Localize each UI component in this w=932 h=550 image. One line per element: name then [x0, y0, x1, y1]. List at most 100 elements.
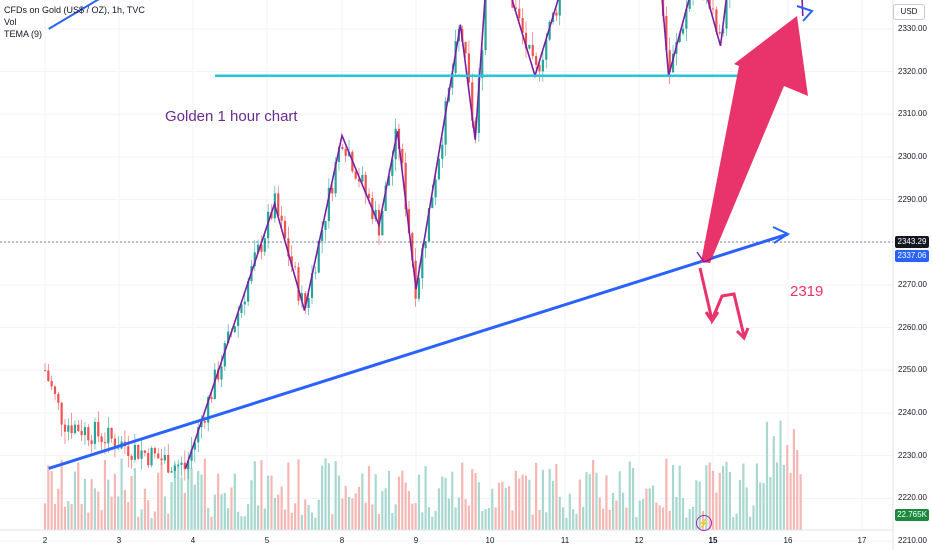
volume-bar [598, 497, 601, 530]
candle-body [253, 252, 256, 267]
volume-bar [147, 500, 150, 530]
candle-body [387, 175, 391, 186]
volume-bar [404, 482, 407, 530]
candle-body [63, 424, 67, 432]
candle-body [384, 185, 387, 211]
price-tick-label: 2300.00 [898, 151, 927, 161]
volume-bar [501, 481, 504, 530]
candle-body [401, 148, 404, 163]
volume-bar [153, 511, 156, 530]
candle-body [548, 21, 551, 40]
volume-bar [732, 517, 735, 530]
volume-bar [464, 499, 467, 530]
volume-bar [782, 464, 785, 530]
volume-bar [708, 462, 711, 530]
price-tick-label: 2270.00 [898, 279, 927, 289]
candle-body [451, 72, 454, 88]
volume-bar [394, 504, 397, 530]
volume-bar [334, 461, 337, 530]
candle-body [83, 427, 87, 436]
volume-bar [107, 479, 110, 530]
volume-bar [391, 512, 394, 530]
candle-body [297, 267, 300, 301]
candle-body [361, 174, 364, 182]
volume-bar [374, 474, 377, 530]
candle-body [367, 193, 371, 199]
candle-body [321, 230, 324, 241]
candle-body [263, 238, 266, 252]
volume-bar [83, 478, 87, 530]
candle-body [344, 148, 347, 156]
time-tick-label: 2 [42, 536, 48, 545]
volume-bar [280, 486, 283, 530]
volume-bar [123, 489, 127, 530]
volume-bar [137, 516, 140, 530]
lightning-icon[interactable]: ⚡ [696, 515, 712, 531]
candle-body [535, 56, 538, 65]
candle-body [213, 369, 216, 399]
volume-bar [665, 458, 668, 530]
volume-bar [474, 472, 477, 530]
annotation-title[interactable]: Golden 1 hour chart [165, 108, 298, 125]
volume-bar [80, 503, 83, 530]
volume-bar [113, 473, 117, 530]
volume-bar [504, 487, 507, 530]
candle-body [167, 454, 170, 473]
volume-bar [776, 462, 779, 530]
volume-bar [675, 497, 678, 530]
candle-body [53, 386, 57, 394]
volume-bar [277, 494, 280, 530]
volume-bar [565, 517, 568, 530]
volume-bar [344, 486, 347, 530]
candle-body [190, 449, 193, 461]
channel-upper-line [48, 0, 100, 30]
candle-body [223, 343, 226, 367]
volume-bar [47, 465, 50, 530]
volume-bar [582, 506, 585, 530]
volume-bar [661, 507, 665, 530]
time-tick-label: 11 [560, 536, 570, 545]
volume-bar [578, 479, 581, 530]
volume-bar [481, 511, 484, 530]
candle-body [437, 158, 441, 180]
channel-upper-arrowhead [796, 5, 814, 22]
candle-body [137, 444, 140, 459]
symbol-title[interactable]: CFDs on Gold (US$ / OZ), 1h, TVC [4, 5, 145, 15]
volume-bar [283, 509, 287, 530]
volume-bar [270, 475, 273, 530]
candle-body [127, 446, 130, 456]
time-tick-label: 12 [634, 536, 644, 545]
volume-bar [217, 473, 220, 530]
volume-bar [524, 475, 528, 530]
candle-body [280, 215, 283, 221]
currency-selector[interactable]: USD [893, 4, 925, 20]
candle-body [290, 256, 293, 267]
candle-body [417, 278, 421, 299]
candle-body [287, 238, 290, 257]
volume-bar [427, 507, 431, 530]
volume-bar [749, 516, 752, 530]
volume-bar [487, 508, 490, 530]
vol-label[interactable]: Vol [4, 17, 17, 27]
volume-bar [535, 462, 538, 530]
drawings[interactable] [48, 0, 905, 470]
candle-body [477, 77, 480, 133]
volume-bar [752, 505, 755, 530]
candle-body [163, 454, 166, 461]
volume-bar [572, 509, 575, 530]
tema-label[interactable]: TEMA (9) [4, 29, 43, 39]
volume-bar [685, 517, 688, 530]
chart-legend: CFDs on Gold (US$ / OZ), 1h, TVC Vol TEM… [4, 4, 145, 40]
candle-body [411, 233, 414, 261]
candle-body [153, 447, 156, 454]
candle-body [681, 28, 685, 34]
volume-bar [742, 463, 745, 530]
candle-body [521, 18, 524, 33]
support-level-label[interactable]: 2319 [790, 283, 824, 300]
candle-body [173, 465, 176, 472]
volume-bar [421, 512, 424, 530]
candle-body [133, 444, 137, 460]
volume-bar [688, 509, 691, 530]
candle-body [157, 453, 160, 459]
